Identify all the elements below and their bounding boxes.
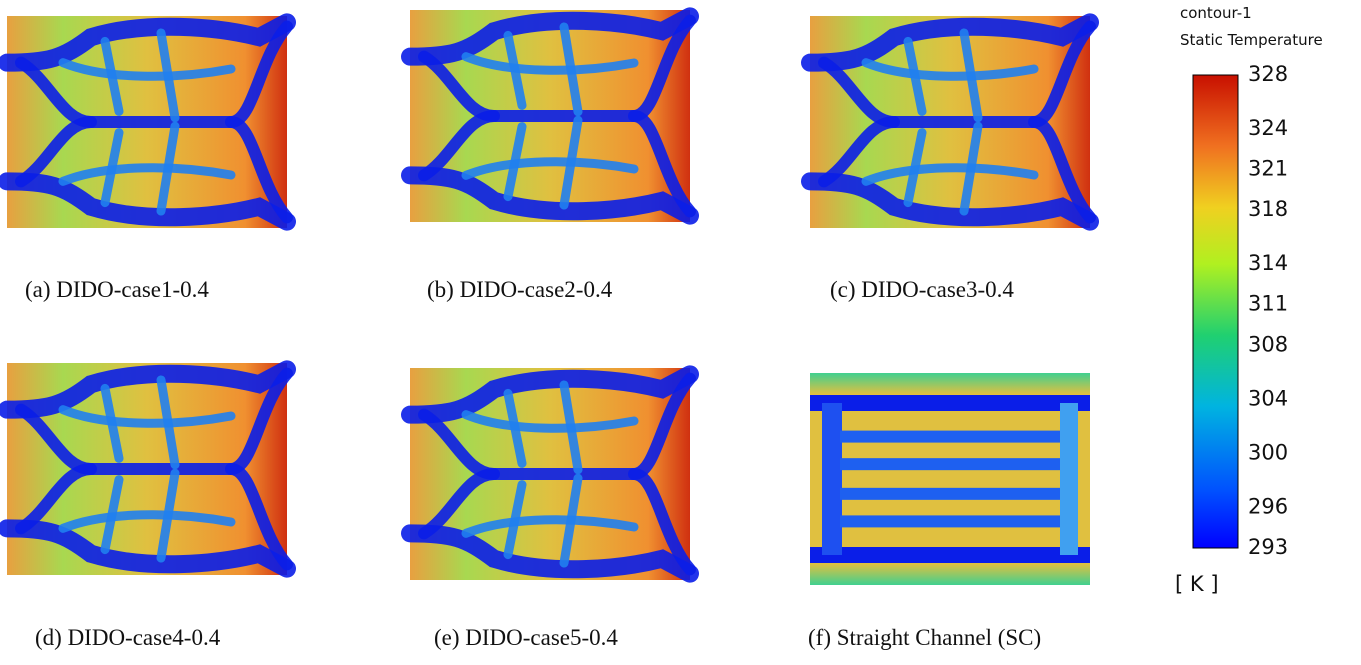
colorbar-tick-label: 314 xyxy=(1248,251,1288,275)
channel xyxy=(58,163,236,186)
channel xyxy=(461,515,639,538)
channel xyxy=(418,110,696,218)
channel xyxy=(818,116,1096,224)
channel xyxy=(801,13,1099,72)
colorbar-tick-label: 328 xyxy=(1248,62,1288,86)
panel-caption: (c) DIDO-case3-0.4 xyxy=(830,277,1014,302)
channel xyxy=(418,468,696,576)
channel xyxy=(503,22,583,210)
colorbar-tick-label: 311 xyxy=(1248,292,1288,316)
colorbar-tick-label: 304 xyxy=(1248,386,1288,410)
channel xyxy=(840,515,1060,528)
channel xyxy=(58,58,236,81)
colorbar-tick-label: 296 xyxy=(1248,494,1288,518)
channel xyxy=(15,116,293,224)
colorbar-tick-label: 293 xyxy=(1248,535,1288,559)
channel xyxy=(58,510,236,533)
channel xyxy=(903,28,983,216)
channel xyxy=(461,410,639,433)
channel xyxy=(503,380,583,568)
channel xyxy=(0,360,296,419)
colorbar-tick-label: 300 xyxy=(1248,440,1288,464)
channel xyxy=(401,524,699,583)
channel xyxy=(100,28,180,216)
channel xyxy=(100,375,180,563)
panel-caption: (d) DIDO-case4-0.4 xyxy=(35,625,221,650)
channel xyxy=(0,13,296,72)
channel xyxy=(1060,403,1078,555)
channel xyxy=(810,395,1090,411)
channel xyxy=(861,163,1039,186)
panel-caption: (a) DIDO-case1-0.4 xyxy=(25,277,209,302)
colorbar-title: contour-1 xyxy=(1180,4,1252,22)
channel xyxy=(401,365,699,424)
contour-panels: (a) DIDO-case1-0.4 (b) DIDO-case2-0.4 (c) … xyxy=(0,7,1099,650)
channel xyxy=(461,157,639,180)
channel xyxy=(58,405,236,428)
colorbar xyxy=(1192,74,1239,549)
colorbar-tick-label: 308 xyxy=(1248,332,1288,356)
channel xyxy=(0,172,296,231)
channel xyxy=(401,166,699,225)
colorbar-tick-label: 324 xyxy=(1248,116,1288,140)
channel xyxy=(810,547,1090,563)
channel xyxy=(461,52,639,75)
channel xyxy=(401,7,699,66)
colorbar-subtitle: Static Temperature xyxy=(1180,31,1323,49)
panel-caption: (f) Straight Channel (SC) xyxy=(808,625,1041,650)
colorbar-unit: [ K ] xyxy=(1175,572,1219,596)
channel xyxy=(822,403,842,555)
channel xyxy=(861,58,1039,81)
panel-caption: (b) DIDO-case2-0.4 xyxy=(427,277,613,302)
channel xyxy=(840,430,1060,443)
channel xyxy=(840,458,1060,471)
channel xyxy=(801,172,1099,231)
colorbar-tick-label: 318 xyxy=(1248,197,1288,221)
colorbar-tick-label: 321 xyxy=(1248,157,1288,181)
panel-caption: (e) DIDO-case5-0.4 xyxy=(434,625,618,650)
channel xyxy=(0,519,296,578)
channel xyxy=(840,487,1060,500)
channel xyxy=(15,463,293,571)
